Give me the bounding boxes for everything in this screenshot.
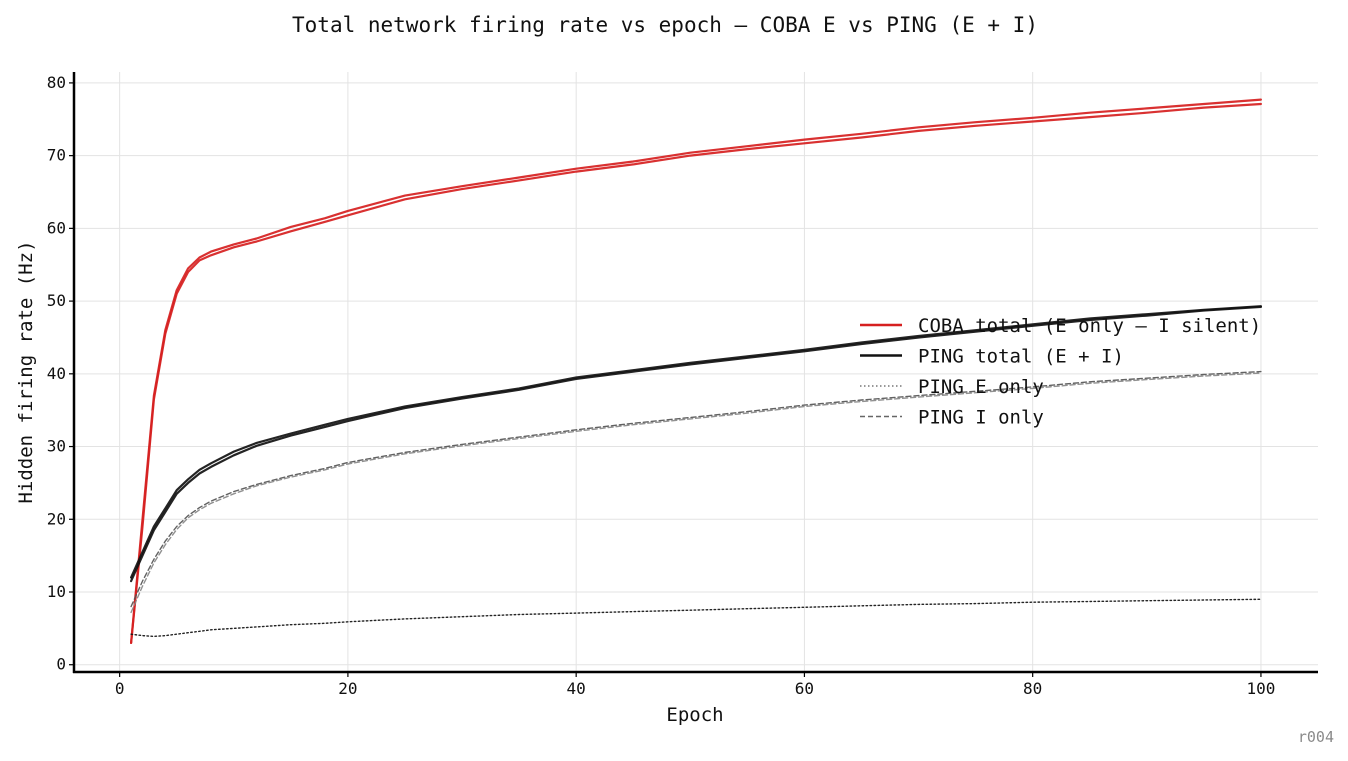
legend-label: PING E only — [918, 376, 1044, 398]
x-tick-label: 100 — [1246, 679, 1275, 698]
series-line-3 — [130, 305, 1262, 579]
y-tick-label: 70 — [47, 146, 66, 165]
series-line-1 — [130, 98, 1262, 644]
y-tick-label: 30 — [47, 437, 66, 456]
x-tick-label: 0 — [115, 679, 125, 698]
chart-title: Total network firing rate vs epoch — COB… — [292, 13, 1038, 37]
x-axis-label: Epoch — [666, 704, 723, 726]
series-line-5 — [130, 598, 1262, 638]
series-layer — [130, 98, 1262, 644]
series-line-2 — [130, 102, 1262, 644]
y-axis-label: Hidden firing rate (Hz) — [15, 240, 37, 503]
x-tick-label: 40 — [567, 679, 586, 698]
x-tick-label: 80 — [1023, 679, 1042, 698]
series-line-6 — [130, 370, 1262, 608]
x-tick-label: 60 — [795, 679, 814, 698]
x-tick-label: 20 — [338, 679, 357, 698]
y-tick-label: 60 — [47, 218, 66, 237]
series-line-7 — [130, 372, 1262, 614]
y-tick-label: 10 — [47, 582, 66, 601]
y-tick-label: 40 — [47, 364, 66, 383]
y-tick-label: 50 — [47, 291, 66, 310]
legend: COBA total (E only — I silent) PING total… — [860, 315, 1261, 429]
series-line-4 — [130, 305, 1262, 583]
tick-labels: 0 20 40 60 80 100 0 10 20 30 40 50 60 70 80 — [47, 73, 1276, 698]
legend-label: PING total (E + I) — [918, 346, 1124, 368]
grid — [74, 72, 1318, 672]
y-tick-label: 0 — [56, 655, 66, 674]
watermark-text: r004 — [1298, 728, 1334, 746]
y-tick-label: 80 — [47, 73, 66, 92]
legend-label: COBA total (E only — I silent) — [918, 315, 1261, 337]
y-tick-label: 20 — [47, 509, 66, 528]
legend-label: PING I only — [918, 407, 1044, 429]
axes — [69, 72, 1318, 677]
